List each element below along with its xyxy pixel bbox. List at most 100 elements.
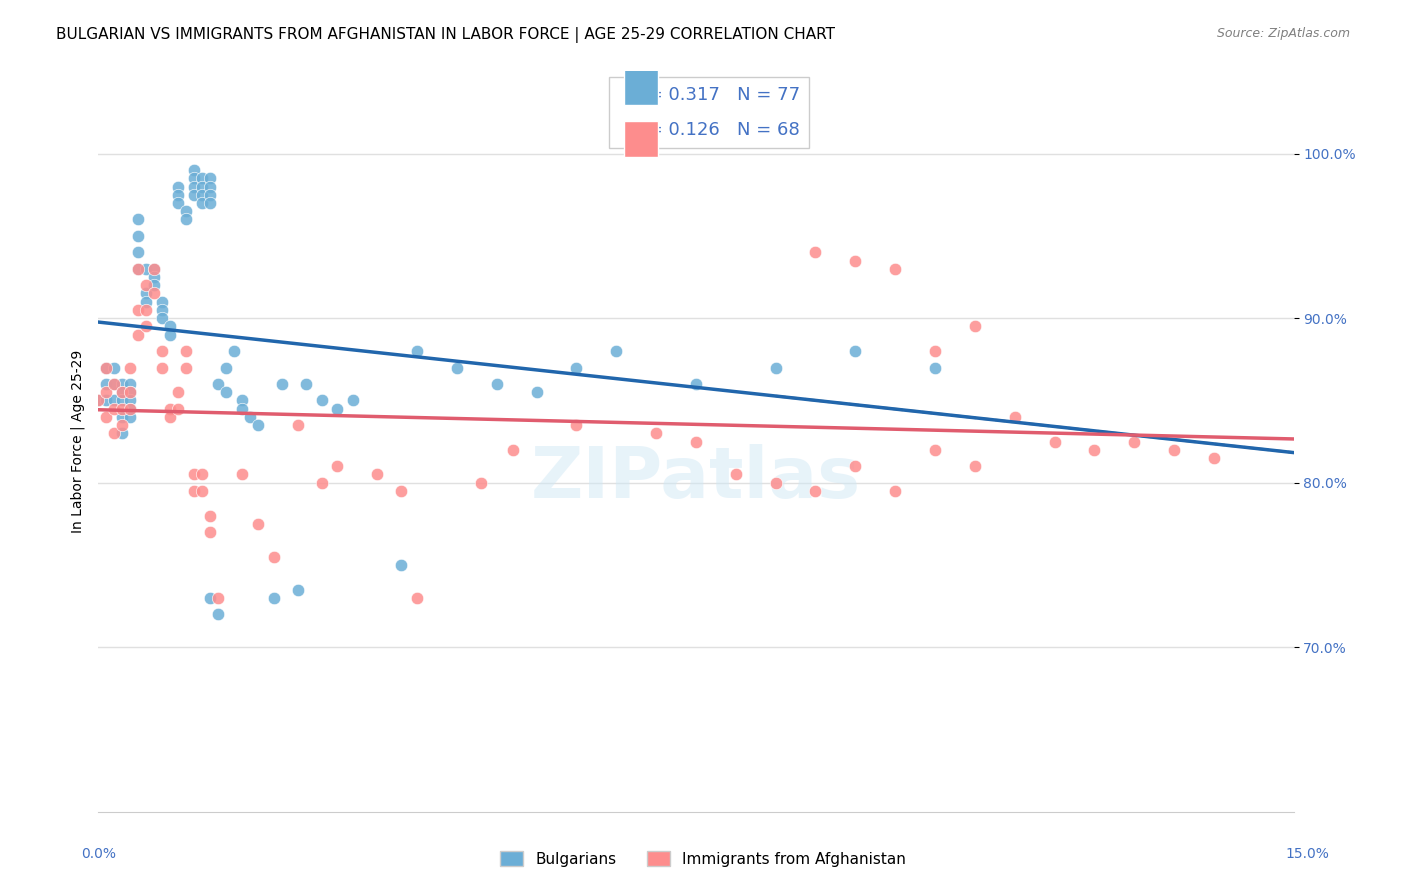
Point [246, 516, 269, 531]
Point [765, 475, 787, 490]
Point [159, 319, 181, 334]
Point [135, 278, 157, 293]
Text: 15.0%: 15.0% [1285, 847, 1330, 861]
Text: Source: ZipAtlas.com: Source: ZipAtlas.com [1216, 27, 1350, 40]
Point [191, 187, 214, 202]
Point [565, 418, 588, 433]
Point [127, 302, 149, 317]
Point [685, 434, 707, 449]
Point [150, 311, 173, 326]
Point [406, 344, 429, 359]
Point [96, 385, 118, 400]
Y-axis label: In Labor Force | Age 25-29: In Labor Force | Age 25-29 [70, 350, 84, 533]
Point [326, 459, 349, 474]
Point [135, 294, 157, 309]
Point [207, 376, 229, 391]
Point [143, 286, 166, 301]
Point [222, 344, 245, 359]
Point [103, 376, 125, 391]
Point [287, 582, 309, 597]
Point [231, 401, 253, 416]
Point [198, 179, 221, 194]
Point [294, 376, 316, 391]
Point [246, 418, 269, 433]
Point [120, 409, 142, 424]
Point [685, 376, 707, 391]
Point [844, 253, 866, 268]
Point [111, 401, 134, 416]
Point [120, 376, 142, 391]
Point [844, 344, 866, 359]
Point [198, 524, 221, 539]
Point [111, 385, 134, 400]
Point [724, 467, 747, 482]
Point [645, 426, 668, 441]
Point [198, 196, 221, 211]
Point [924, 360, 946, 375]
Point [174, 204, 197, 219]
Point [135, 286, 157, 301]
Point [198, 187, 221, 202]
Legend: Bulgarians, Immigrants from Afghanistan: Bulgarians, Immigrants from Afghanistan [501, 851, 905, 866]
Point [143, 261, 166, 276]
Text: ZIPatlas: ZIPatlas [531, 444, 860, 513]
FancyBboxPatch shape [624, 121, 658, 156]
Point [103, 376, 125, 391]
Point [167, 196, 190, 211]
Text: R = 0.317   N = 77
  R = 0.126   N = 68: R = 0.317 N = 77 R = 0.126 N = 68 [619, 87, 800, 139]
Point [96, 376, 118, 391]
Point [120, 401, 142, 416]
Point [884, 261, 907, 276]
Text: 0.0%: 0.0% [82, 847, 115, 861]
Point [120, 385, 142, 400]
Point [150, 294, 173, 309]
Point [215, 385, 238, 400]
Point [127, 245, 149, 260]
Point [198, 591, 221, 605]
Point [174, 360, 197, 375]
Point [183, 163, 205, 178]
Point [167, 401, 190, 416]
Point [87, 393, 110, 408]
Point [111, 385, 134, 400]
Point [924, 442, 946, 457]
Point [120, 393, 142, 408]
Point [127, 261, 149, 276]
Point [366, 467, 388, 482]
Point [127, 261, 149, 276]
Point [1043, 434, 1066, 449]
Point [191, 179, 214, 194]
Point [1004, 409, 1026, 424]
Point [1123, 434, 1146, 449]
Point [174, 212, 197, 227]
Point [183, 467, 205, 482]
Point [103, 401, 125, 416]
Point [924, 344, 946, 359]
Point [120, 360, 142, 375]
Point [103, 360, 125, 375]
Point [111, 409, 134, 424]
Point [406, 591, 429, 605]
Point [183, 179, 205, 194]
Point [143, 261, 166, 276]
Point [191, 171, 214, 186]
Point [605, 344, 627, 359]
Point [270, 376, 292, 391]
Point [143, 278, 166, 293]
Point [804, 245, 827, 260]
Point [159, 409, 181, 424]
Point [207, 607, 229, 622]
Point [485, 376, 508, 391]
Point [127, 212, 149, 227]
Point [111, 376, 134, 391]
Point [231, 467, 253, 482]
Point [103, 426, 125, 441]
Point [565, 360, 588, 375]
Point [87, 393, 110, 408]
Point [215, 360, 238, 375]
Point [135, 302, 157, 317]
Point [1163, 442, 1185, 457]
Point [963, 319, 986, 334]
Point [120, 385, 142, 400]
Point [167, 385, 190, 400]
